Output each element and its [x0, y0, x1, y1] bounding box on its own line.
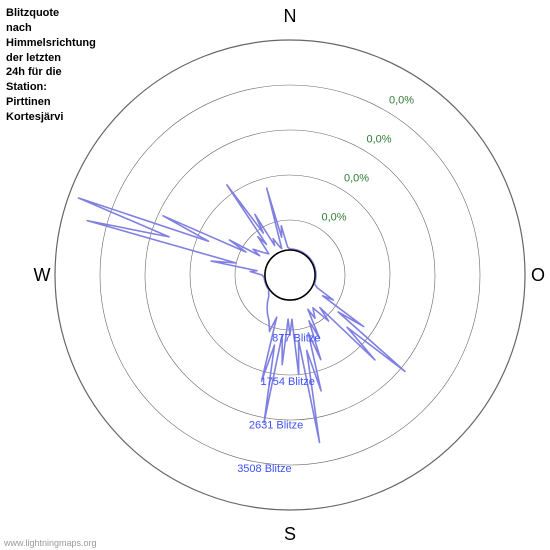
- rose-outline: [79, 185, 405, 443]
- percent-label: 0,0%: [322, 211, 347, 223]
- compass-O: O: [531, 265, 545, 285]
- chart-container: BlitzquotenachHimmelsrichtungder letzten…: [0, 0, 550, 550]
- footer-credit: www.lightningmaps.org: [4, 538, 97, 548]
- blitze-label: 2631 Blitze: [249, 420, 303, 432]
- blitze-label: 1754 Blitze: [260, 376, 314, 388]
- compass-W: W: [34, 265, 51, 285]
- blitze-label: 877 Blitze: [272, 333, 320, 345]
- compass-N: N: [284, 6, 297, 26]
- percent-label: 0,0%: [389, 95, 414, 107]
- percent-label: 0,0%: [344, 172, 369, 184]
- center-hole-top: [265, 250, 315, 300]
- blitze-label: 3508 Blitze: [237, 463, 291, 475]
- percent-label: 0,0%: [367, 133, 392, 145]
- polar-chart: N S W O 0,0% 0,0% 0,0% 0,0% 877 Blitze 1754 Blitz…: [0, 0, 550, 550]
- compass-S: S: [284, 524, 296, 544]
